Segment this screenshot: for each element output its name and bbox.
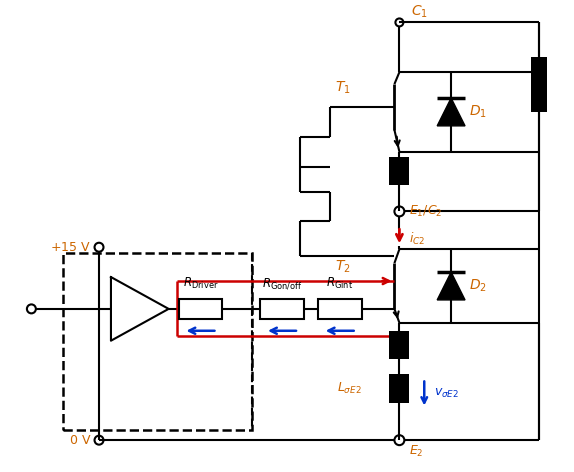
Text: $E_2$: $E_2$	[409, 444, 424, 459]
Bar	[179, 299, 222, 319]
Text: $R_{\mathrm{Gint}}$: $R_{\mathrm{Gint}}$	[326, 276, 353, 291]
Bar	[389, 157, 409, 185]
Text: $R_{\mathrm{Driver}}$: $R_{\mathrm{Driver}}$	[183, 276, 218, 291]
Text: $0\ \mathrm{V}$: $0\ \mathrm{V}$	[69, 434, 91, 447]
Text: $D_1$: $D_1$	[469, 104, 487, 120]
Text: $i_{C2}$: $i_{C2}$	[409, 231, 425, 247]
Text: $T_1$: $T_1$	[335, 79, 351, 95]
Text: $E_1/C_2$: $E_1/C_2$	[409, 204, 443, 219]
Bar	[531, 57, 546, 112]
Bar	[389, 331, 409, 359]
Bar	[389, 373, 409, 404]
Text: $v_{\sigma E2}$: $v_{\sigma E2}$	[434, 387, 459, 400]
Bar	[260, 299, 304, 319]
Polygon shape	[437, 272, 465, 300]
Bar	[318, 299, 362, 319]
Polygon shape	[437, 98, 465, 126]
Bar	[63, 253, 252, 430]
Text: $T_2$: $T_2$	[335, 258, 351, 275]
Text: $+15\ \mathrm{V}$: $+15\ \mathrm{V}$	[50, 241, 91, 254]
Text: $R_{\mathrm{Gon/off}}$: $R_{\mathrm{Gon/off}}$	[262, 276, 302, 291]
Text: $L_{\sigma E2}$: $L_{\sigma E2}$	[337, 381, 362, 396]
Text: $D_2$: $D_2$	[469, 278, 487, 294]
Text: $C_1$: $C_1$	[412, 4, 428, 20]
